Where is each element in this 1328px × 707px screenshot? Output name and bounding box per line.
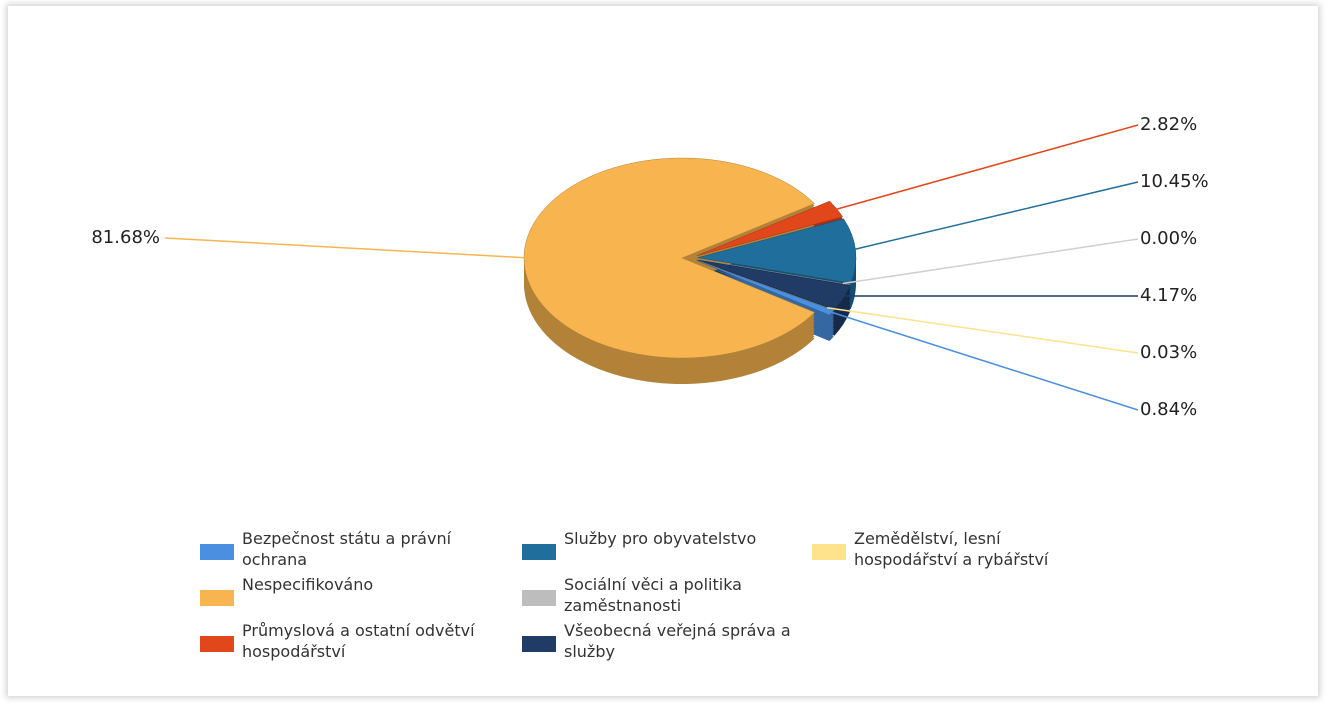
legend-item: Zemědělství, lesní hospodářství a rybářs… — [812, 528, 1112, 570]
slices — [523, 157, 857, 359]
data-label: 0.03% — [1140, 342, 1197, 363]
leader-line — [842, 238, 1139, 285]
legend-item: Služby pro obyvatelstvo — [522, 528, 812, 570]
legend-swatch — [522, 636, 556, 652]
legend-label: Zemědělství, lesní hospodářství a rybářs… — [854, 529, 1049, 569]
legend-swatch — [200, 590, 234, 606]
legend-item: Nespecifikováno — [200, 574, 522, 616]
legend-item: Bezpečnost státu a právní ochrana — [200, 528, 522, 570]
legend-label: Služby pro obyvatelstvo — [564, 529, 757, 548]
data-label: 10.45% — [1140, 171, 1209, 192]
legend-swatch — [522, 590, 556, 606]
legend-label: Sociální věci a politika zaměstnanosti — [564, 575, 742, 615]
slice — [697, 218, 857, 284]
leader-line — [827, 307, 1139, 354]
leader-line — [847, 181, 1139, 252]
leader-line — [164, 237, 532, 259]
legend-label: Všeobecná veřejná správa a služby — [564, 621, 791, 661]
data-label: 81.68% — [91, 227, 160, 248]
legend: Bezpečnost státu a právní ochrana Nespeci… — [200, 528, 1112, 662]
legend-swatch — [200, 636, 234, 652]
legend-swatch — [200, 544, 234, 560]
legend-swatch — [522, 544, 556, 560]
data-label: 0.84% — [1140, 399, 1197, 420]
legend-label: Bezpečnost státu a právní ochrana — [242, 529, 452, 569]
data-label: 4.17% — [1140, 285, 1197, 306]
legend-label: Průmyslová a ostatní odvětví hospodářstv… — [242, 621, 475, 661]
legend-item: Všeobecná veřejná správa a služby — [522, 620, 812, 662]
slice — [697, 259, 851, 286]
data-label: 2.82% — [1140, 114, 1197, 135]
slice-side — [696, 262, 834, 317]
legend-item: Průmyslová a ostatní odvětví hospodářstv… — [200, 620, 522, 662]
labels: 2.82% 10.45% 0.00% 4.17% 0.03% 0.84% 81.68% — [91, 114, 1208, 420]
leader-line — [829, 124, 1139, 212]
leader-line — [824, 309, 1139, 411]
data-label: 0.00% — [1140, 228, 1197, 249]
legend-item: Sociální věci a politika zaměstnanosti — [522, 574, 812, 616]
legend-swatch — [812, 544, 846, 560]
legend-label: Nespecifikováno — [242, 575, 374, 594]
